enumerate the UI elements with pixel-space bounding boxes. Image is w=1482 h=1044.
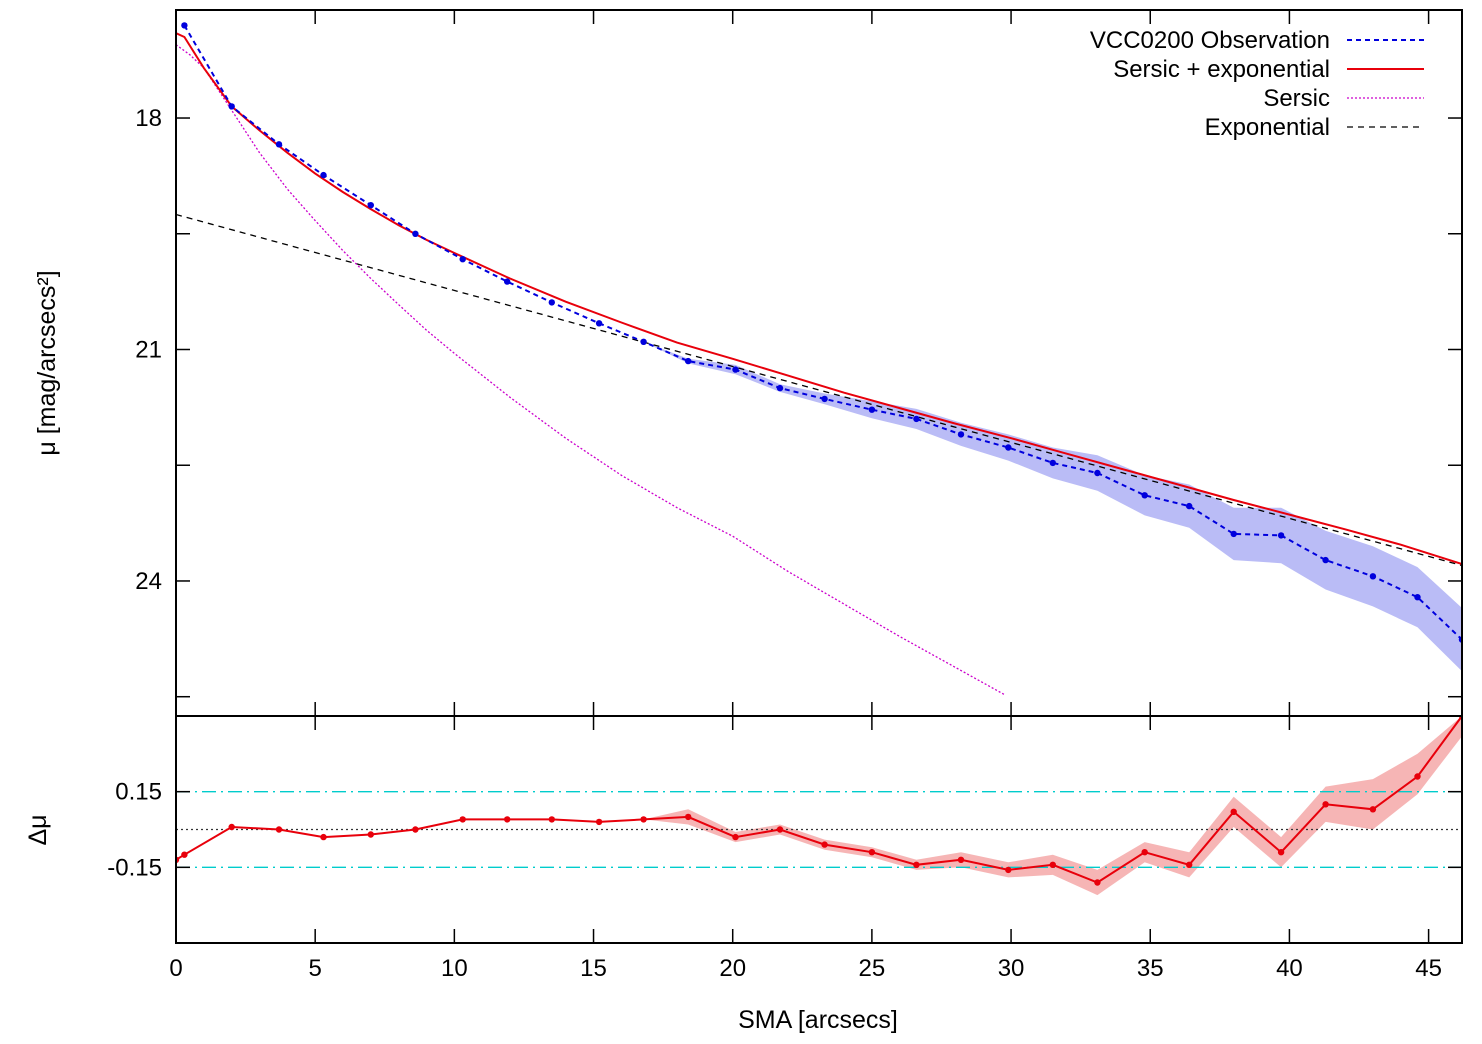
residual-point: [1414, 773, 1421, 780]
residual-point: [732, 833, 739, 841]
series-vcc0200-observation-point: [821, 395, 828, 403]
residual-error-band: [176, 716, 1462, 896]
profile-y-tick-label: 21: [135, 336, 162, 363]
series-vcc0200-observation-point: [275, 141, 283, 148]
series-vcc0200-observation-point: [776, 384, 784, 392]
x-tick-label: 30: [998, 955, 1025, 982]
series-vcc0200-observation-point: [1277, 532, 1285, 539]
series-vcc0200-observation-point: [732, 366, 739, 373]
x-tick-label: 40: [1276, 955, 1303, 982]
series-vcc0200-observation-point: [1414, 594, 1421, 601]
residual-plot-frame: [175, 715, 1463, 944]
x-axis-title: SMA [arcsecs]: [738, 1006, 898, 1034]
residual-point: [367, 831, 374, 838]
residual-line: [176, 716, 1462, 884]
profile-y-tick-label: 24: [135, 568, 162, 595]
series-vcc0200-observation-point: [459, 256, 466, 263]
x-tick-label: 0: [169, 955, 182, 982]
series-vcc0200-observation-point: [1186, 502, 1193, 510]
legend-label-sersic: Sersic: [1263, 85, 1330, 112]
profile-y-tick-label: 18: [135, 105, 162, 132]
residual-point: [548, 816, 555, 823]
x-tick-label: 20: [719, 955, 746, 982]
legend: VCC0200 Observation Sersic + exponential…: [1090, 27, 1424, 141]
residual-point: [595, 818, 603, 826]
residual-point: [1322, 801, 1329, 808]
x-tick-label: 45: [1415, 955, 1442, 982]
residual-point: [459, 816, 466, 823]
series-vcc0200-observation-point: [320, 171, 327, 179]
residual-point: [1369, 806, 1377, 813]
residual-point: [228, 823, 235, 831]
series-vcc0200-observation-point: [228, 103, 235, 110]
residual-point: [412, 826, 419, 833]
residual-y-axis-title: Δμ: [24, 814, 52, 845]
series-vcc0200-observation-point: [640, 338, 647, 345]
series-vcc0200-observation-point: [367, 202, 374, 209]
residual-point: [1005, 866, 1012, 874]
series-vcc0200-observation-point: [1049, 459, 1057, 467]
legend-label-observation: VCC0200 Observation: [1090, 27, 1330, 54]
residual-point: [957, 856, 965, 863]
series-vcc0200-observation-point: [913, 415, 920, 423]
series-sersic-line: [176, 44, 1006, 696]
x-tick-label: 35: [1137, 955, 1164, 982]
residual-point: [776, 826, 784, 833]
residual-point: [275, 826, 283, 833]
residual-point: [1186, 861, 1193, 868]
profile-y-axis-title: μ [mag/arcsecs²]: [33, 270, 61, 455]
series-vcc0200-observation-point: [504, 278, 511, 285]
residual-point: [821, 841, 828, 848]
series-vcc0200-observation-point: [957, 431, 965, 438]
series-vcc0200-observation-point: [1094, 469, 1101, 477]
residual-point: [181, 851, 188, 858]
residual-point: [913, 861, 920, 868]
series-vcc0200-observation-point: [181, 22, 188, 29]
series-exponential-line: [176, 213, 1462, 567]
residual-panel: 0.15 -0.15 0 5 10 15 20 25 30 35 40 45 Δμ SMA [arcs…: [24, 715, 1463, 1034]
series-vcc0200-observation-point: [1005, 444, 1012, 451]
residual-y-tick-label: -0.15: [107, 854, 162, 881]
residual-point: [1094, 879, 1101, 886]
residual-point: [1277, 849, 1285, 856]
x-tick-label: 25: [859, 955, 886, 982]
series-vcc0200-observation-point: [685, 357, 692, 365]
x-tick-label: 5: [308, 955, 321, 982]
series-vcc0200-observation-point: [412, 230, 419, 237]
series-vcc0200-observation-error-band: [184, 25, 1462, 672]
residual-point: [685, 813, 692, 821]
residual-point: [868, 849, 876, 856]
x-tick-label: 15: [580, 955, 607, 982]
residual-point: [1049, 861, 1057, 868]
residual-point: [1141, 849, 1148, 856]
series-vcc0200-observation-point: [1230, 530, 1237, 538]
profile-panel: 18 21 24 μ [mag/arcsecs²] VCC0200 Observat…: [33, 9, 1463, 717]
residual-point: [640, 816, 647, 823]
residual-point: [504, 816, 511, 823]
series-vcc0200-observation-point: [1369, 573, 1377, 580]
legend-label-sersic-exponential: Sersic + exponential: [1113, 56, 1330, 83]
legend-label-exponential: Exponential: [1205, 114, 1330, 141]
series-vcc0200-observation-point: [868, 406, 876, 413]
x-tick-label: 10: [441, 955, 468, 982]
series-vcc0200-observation-point: [595, 320, 603, 327]
series-vcc0200-observation-point: [1141, 492, 1148, 499]
residual-point: [1230, 808, 1237, 815]
series-sersic-exponential-line: [176, 32, 1462, 565]
residual-point: [320, 833, 327, 841]
series-vcc0200-observation-point: [548, 299, 555, 306]
residual-y-tick-label: 0.15: [115, 779, 162, 806]
series-vcc0200-observation-point: [1322, 556, 1329, 564]
